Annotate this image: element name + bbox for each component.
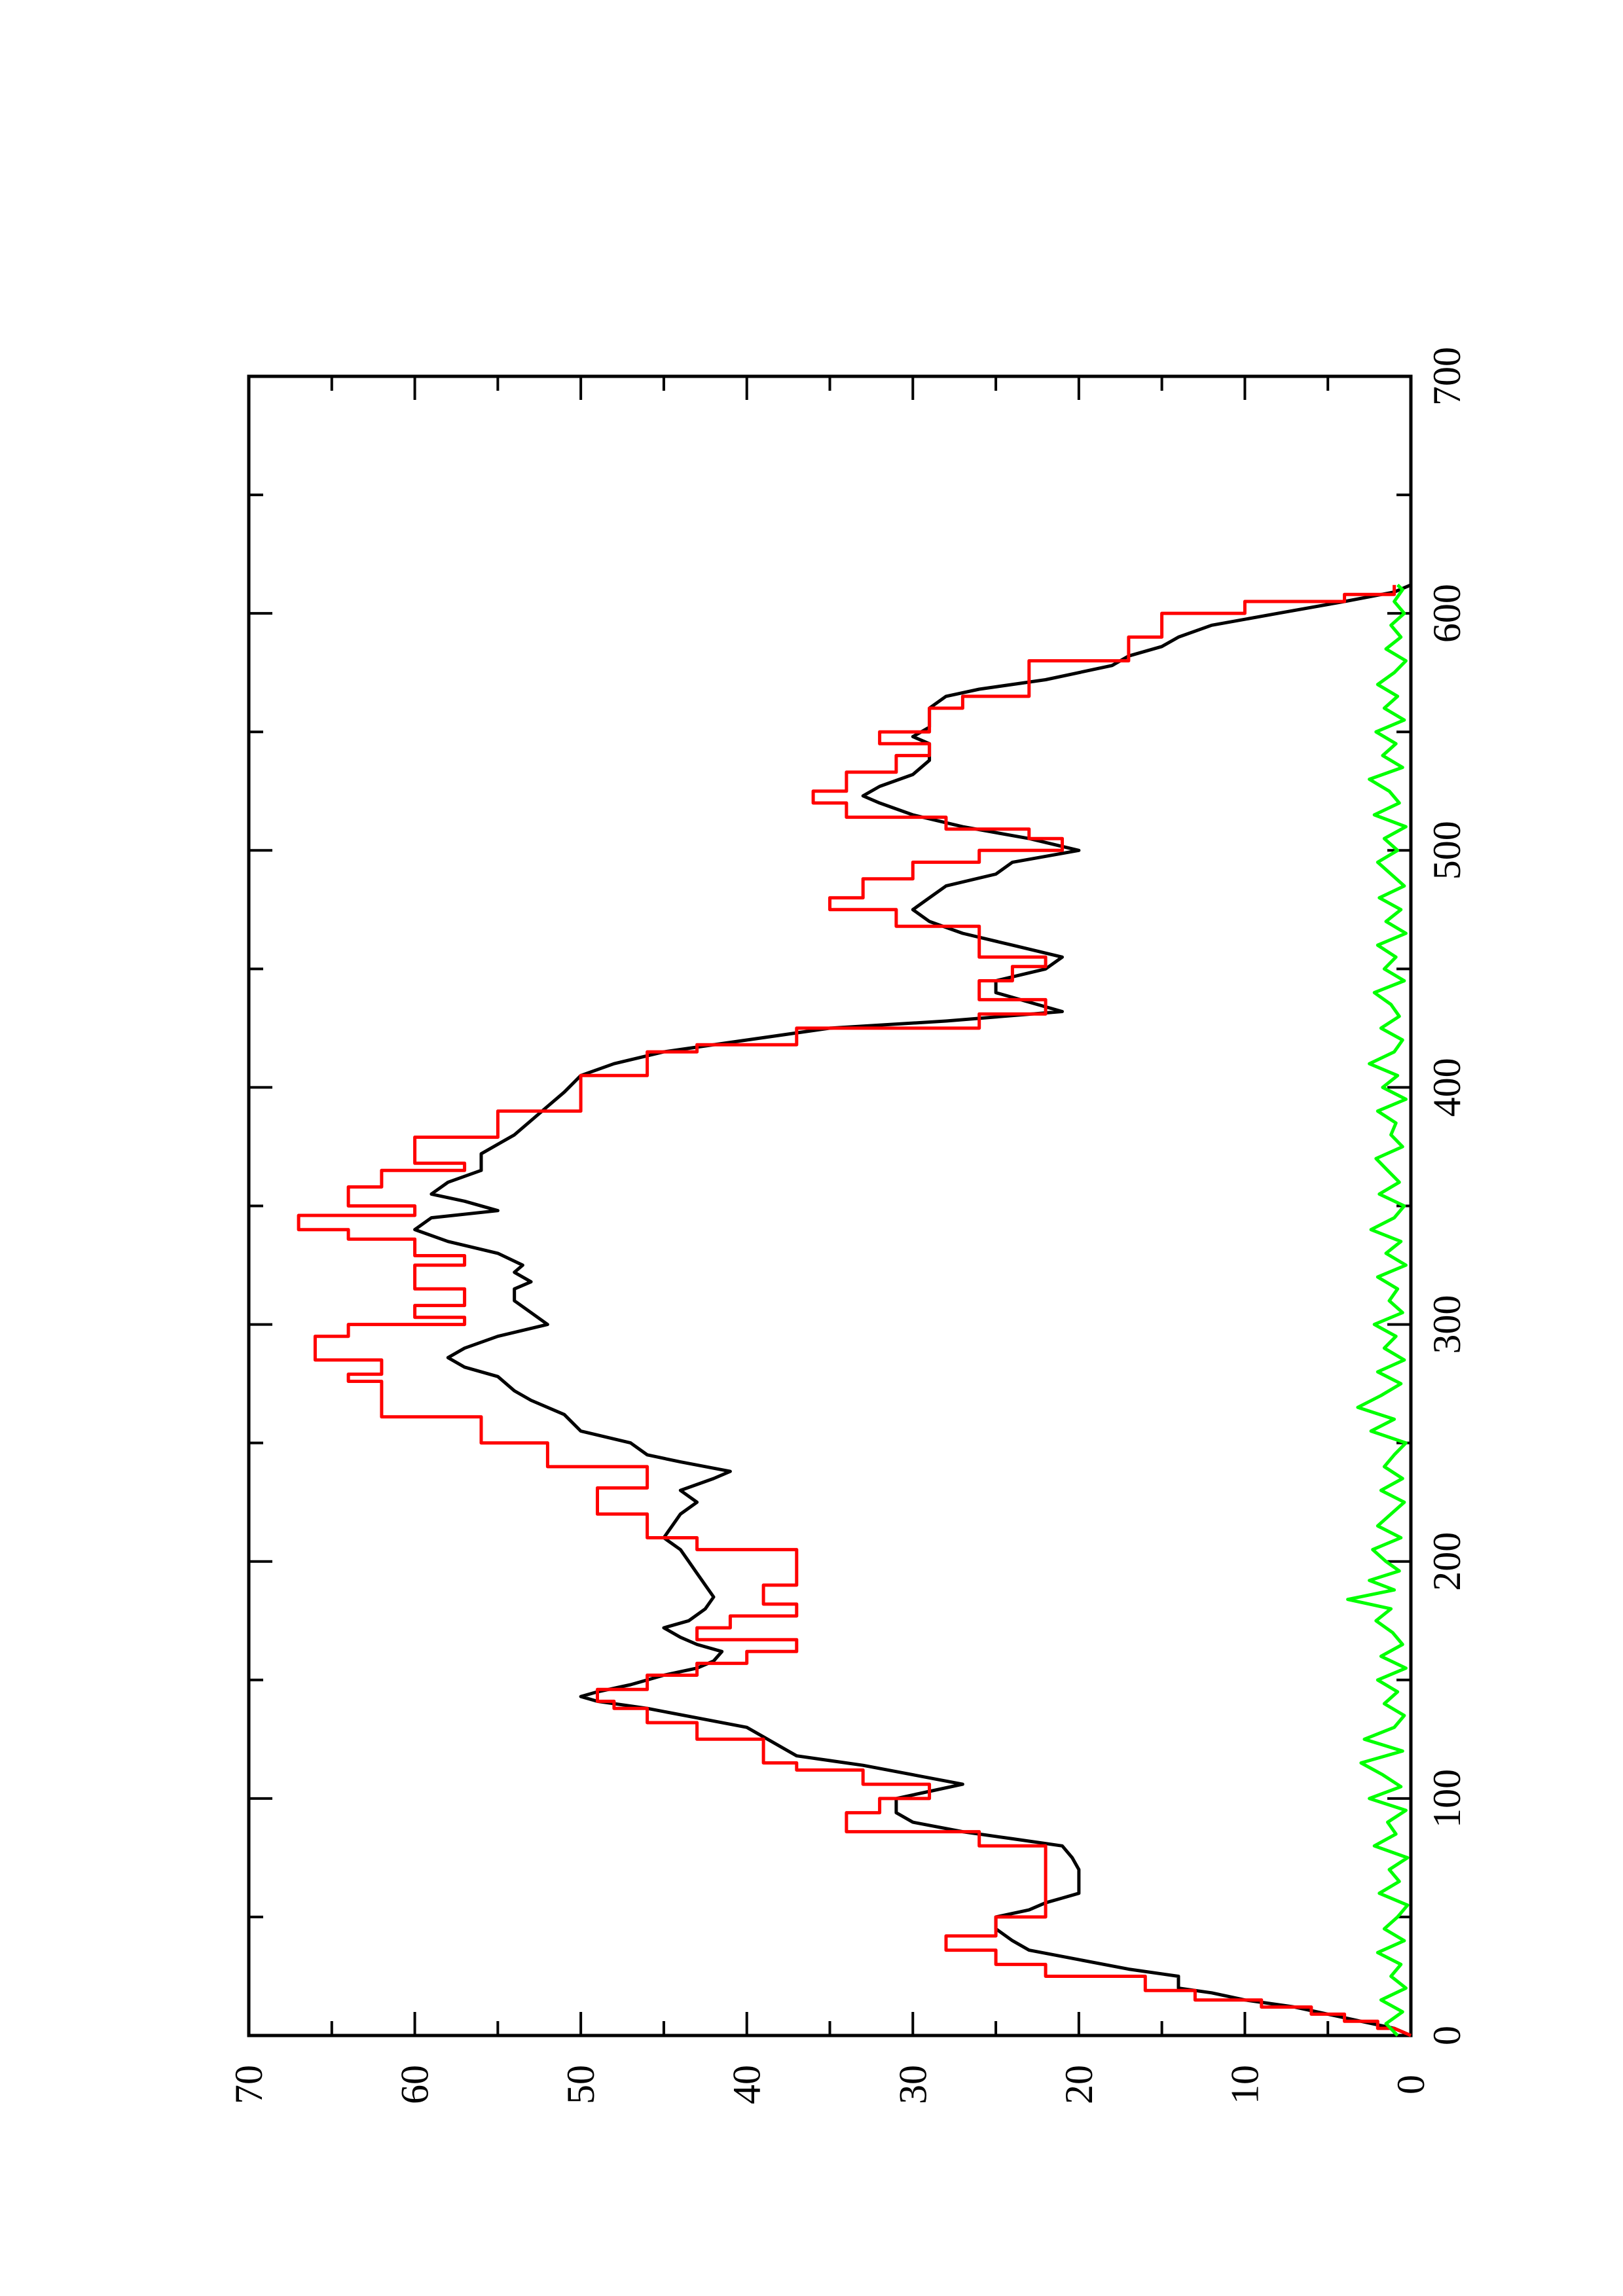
y-tick-label: 50 xyxy=(559,2065,602,2104)
series-line-1 xyxy=(413,583,1412,2037)
x-tick-label: 600 xyxy=(1425,584,1468,643)
plot-frame xyxy=(247,374,1413,2037)
x-tick-label: 300 xyxy=(1425,1295,1468,1354)
series-line-2 xyxy=(297,584,1412,2037)
x-tick-label: 0 xyxy=(1425,2026,1468,2045)
series-layer xyxy=(297,583,1412,2037)
y-tick-label: 60 xyxy=(393,2065,437,2104)
x-tick-label: 500 xyxy=(1425,821,1468,880)
y-tick-label: 40 xyxy=(725,2065,769,2104)
y-tick-label: 70 xyxy=(227,2065,270,2104)
y-tick-label: 0 xyxy=(1389,2075,1432,2094)
x-tick-label: 400 xyxy=(1425,1058,1468,1117)
y-tick-label: 20 xyxy=(1057,2065,1101,2104)
x-tick-label: 100 xyxy=(1425,1769,1468,1828)
series-line-3 xyxy=(1346,583,1410,2037)
x-tick-label: 700 xyxy=(1425,347,1468,406)
tick-labels: 0 100 200 300 400 500 600 700 0 10 20 30 40 50 60 70 xyxy=(227,347,1468,2104)
x-tick-label: 200 xyxy=(1425,1532,1468,1591)
axis-ticks xyxy=(247,375,1412,2037)
y-tick-label: 30 xyxy=(891,2065,934,2104)
y-tick-label: 10 xyxy=(1223,2065,1266,2104)
